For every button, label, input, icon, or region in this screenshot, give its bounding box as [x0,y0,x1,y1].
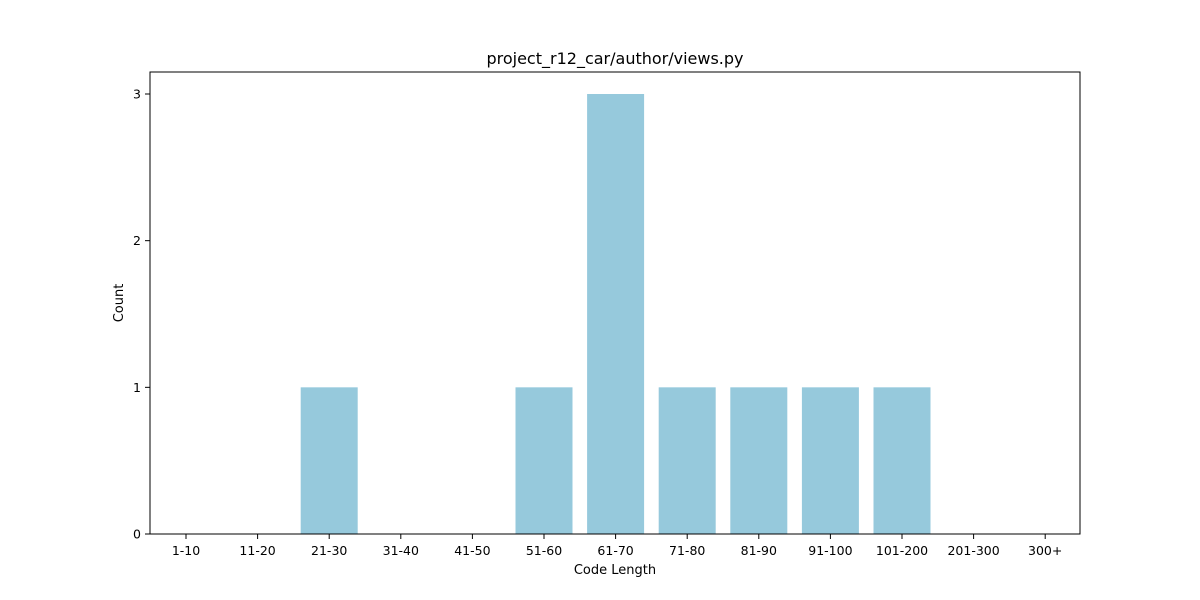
x-tick-label: 101-200 [876,543,928,558]
x-tick-label: 81-90 [741,543,777,558]
x-axis: 1-10 11-20 21-30 31-40 41-50 51-60 61-70 71-80 8… [172,534,1062,558]
x-tick-label: 21-30 [311,543,347,558]
x-tick-label: 1-10 [172,543,200,558]
x-tick-label: 31-40 [383,543,419,558]
x-tick-label: 91-100 [808,543,852,558]
bar-21-30 [300,387,358,534]
x-tick-label: 11-20 [239,543,275,558]
y-tick-label: 3 [133,87,141,102]
y-tick-label: 0 [133,527,141,542]
x-tick-label: 300+ [1028,543,1062,558]
x-tick-label: 201-300 [947,543,999,558]
bar-81-90 [730,387,788,534]
y-tick-label: 1 [133,380,141,395]
bar-101-200 [873,387,931,534]
bar-51-60 [515,387,573,534]
plot-frame [149,71,1081,535]
x-tick-label: 61-70 [597,543,633,558]
x-tick-label: 71-80 [669,543,705,558]
chart-title: project_r12_car/author/views.py [486,49,743,69]
x-tick-label: 41-50 [454,543,490,558]
y-tick-label: 2 [133,233,141,248]
bar-61-70 [587,94,645,534]
bar-91-100 [801,387,859,534]
bar-71-80 [658,387,716,534]
x-tick-label: 51-60 [526,543,562,558]
x-axis-label: Code Length [574,563,656,578]
y-axis: 0 1 2 3 [133,87,150,542]
bars-group [300,94,931,534]
y-axis-label: Count [112,284,127,323]
